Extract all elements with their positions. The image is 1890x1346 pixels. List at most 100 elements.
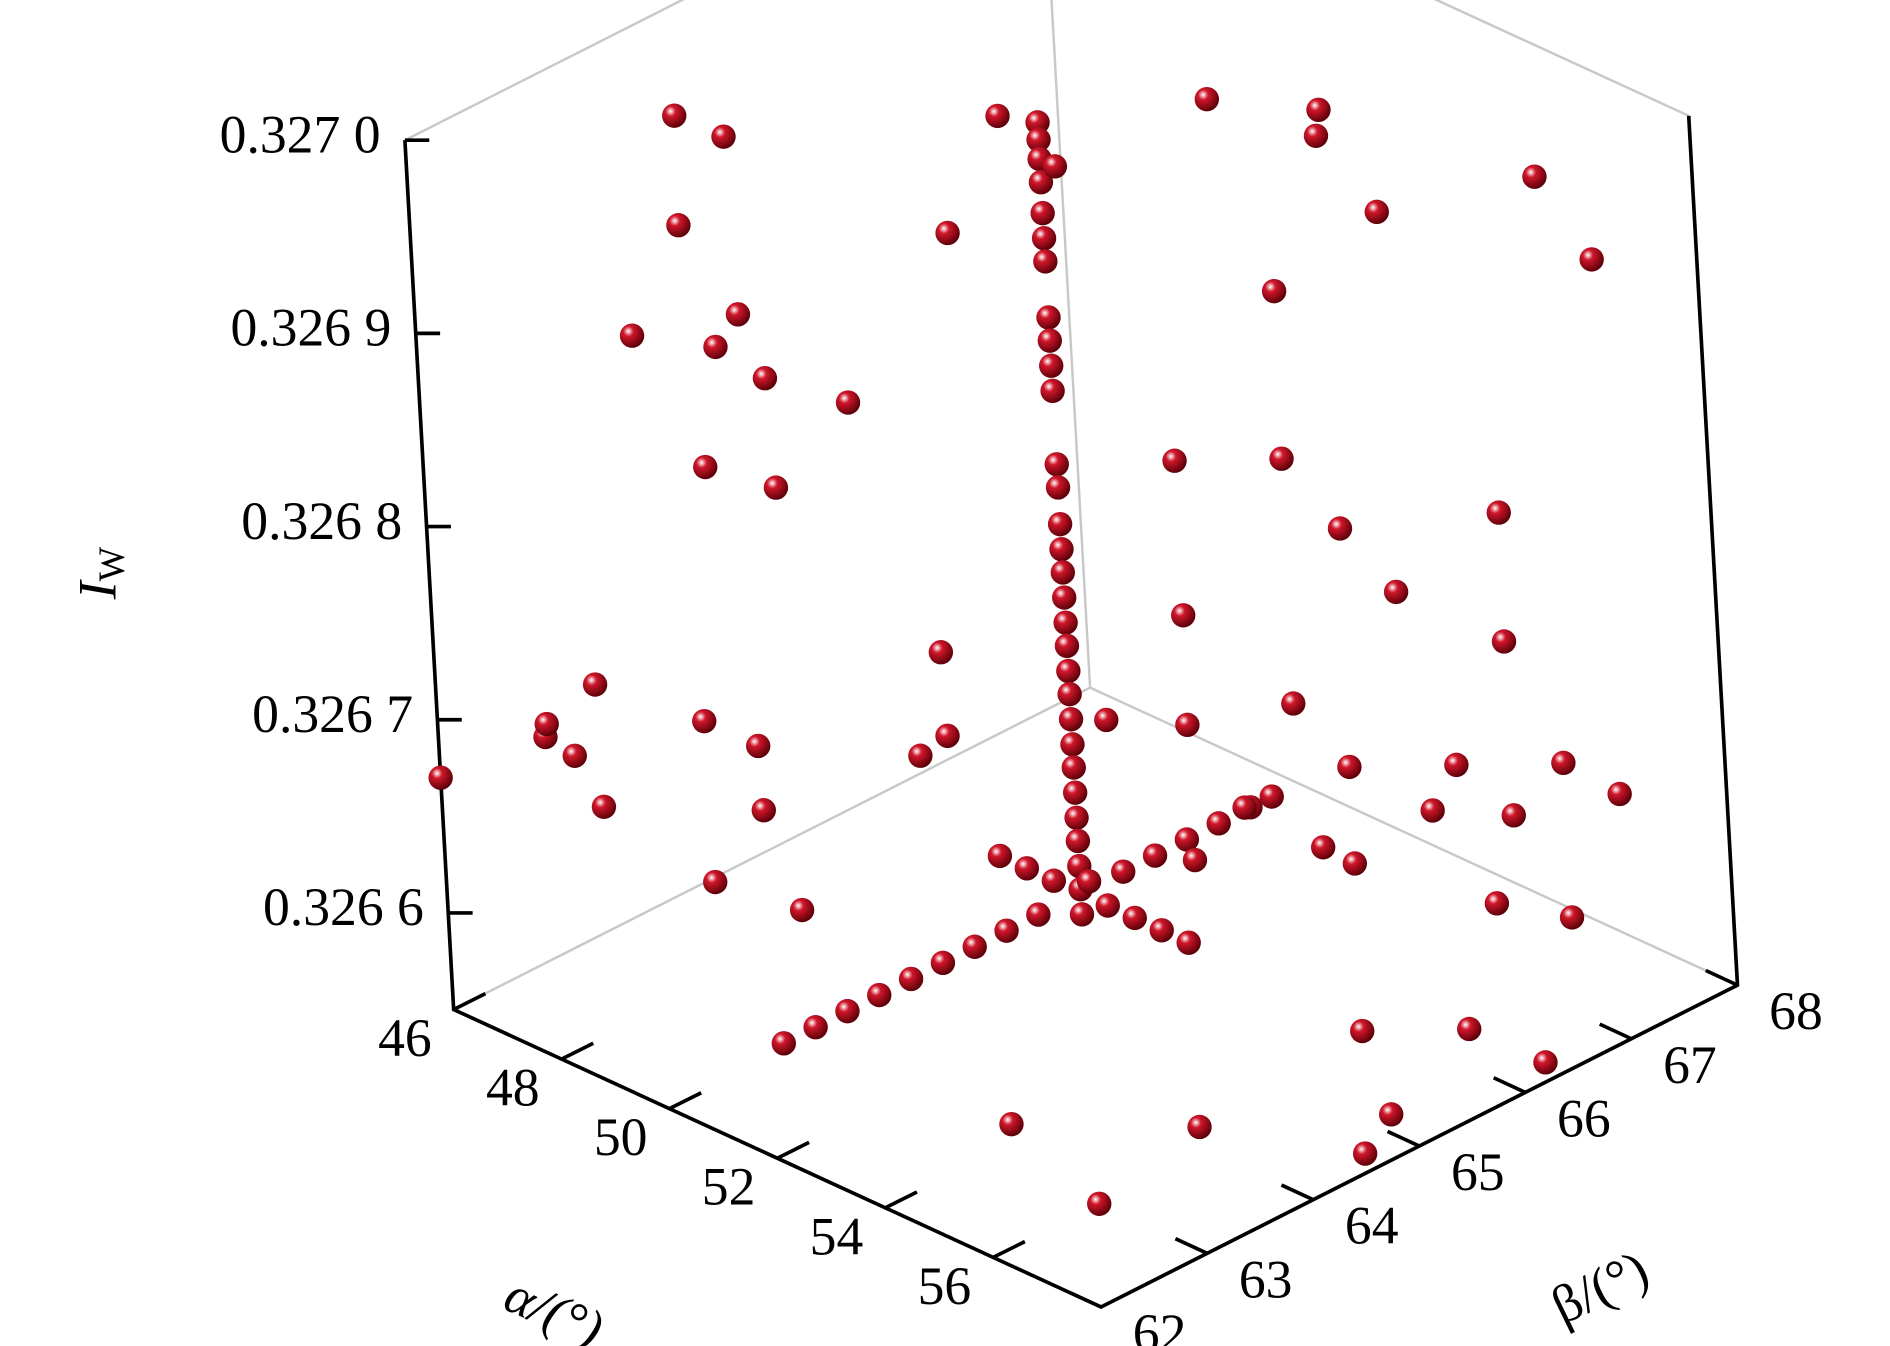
point — [1352, 1141, 1378, 1166]
y-tick — [1068, 1290, 1102, 1309]
point — [1491, 629, 1517, 654]
y-tick — [1492, 1076, 1527, 1095]
point — [1062, 780, 1088, 805]
point — [1579, 247, 1604, 272]
point — [1025, 110, 1050, 135]
x-tick — [884, 1190, 918, 1210]
point — [999, 1111, 1024, 1137]
y-tick-label: 66 — [1557, 1088, 1611, 1148]
point — [1171, 603, 1196, 628]
point — [1095, 893, 1120, 918]
point — [1087, 1191, 1112, 1216]
point — [1310, 835, 1336, 860]
point — [591, 794, 617, 819]
point — [1026, 127, 1051, 152]
point — [1069, 902, 1095, 927]
point — [1175, 712, 1200, 738]
point — [752, 366, 778, 391]
point — [835, 998, 860, 1024]
point — [1060, 732, 1085, 757]
point — [1444, 752, 1469, 778]
point — [935, 723, 960, 749]
x-tick — [668, 1091, 702, 1111]
y-tick-label: 67 — [1663, 1035, 1717, 1095]
point — [1194, 86, 1220, 112]
x-tick-label: 56 — [918, 1256, 972, 1316]
point — [1047, 511, 1073, 537]
point — [534, 711, 559, 737]
point — [930, 950, 956, 976]
z-axis-label: IW — [68, 546, 132, 600]
point — [745, 733, 771, 759]
point — [1039, 353, 1064, 378]
x-tick — [992, 1239, 1026, 1260]
x-axis-label: α/(°) — [496, 1264, 612, 1346]
point — [1174, 827, 1200, 852]
point — [1058, 707, 1084, 732]
y-tick-label: 64 — [1345, 1196, 1399, 1256]
point — [1033, 249, 1058, 274]
z-tick-label: 0.326 7 — [252, 684, 413, 744]
point — [789, 897, 815, 923]
point — [1162, 448, 1187, 473]
point — [582, 672, 608, 697]
point — [662, 103, 687, 128]
y-tick — [1705, 968, 1739, 987]
y-tick — [1174, 1237, 1208, 1256]
point — [1057, 681, 1082, 707]
point — [725, 302, 751, 327]
point — [703, 334, 728, 360]
point — [928, 640, 954, 665]
point — [1094, 707, 1119, 733]
point — [1457, 1016, 1482, 1042]
x-tick-label: 48 — [486, 1058, 540, 1118]
point — [693, 454, 718, 480]
y-tick — [1280, 1183, 1314, 1202]
point — [1182, 847, 1208, 873]
point — [763, 475, 789, 500]
y-tick-label: 63 — [1239, 1249, 1293, 1309]
z-tick-label: 0.326 8 — [241, 491, 402, 551]
point — [867, 982, 892, 1008]
point — [1149, 918, 1174, 943]
point — [1379, 1102, 1404, 1127]
x-tick-label: 50 — [594, 1107, 648, 1167]
point — [1484, 891, 1510, 916]
point — [1383, 579, 1409, 605]
point — [1342, 851, 1368, 876]
point — [1030, 200, 1055, 226]
z-tick-label: 0.327 0 — [220, 105, 381, 165]
point — [1551, 750, 1576, 776]
point — [1061, 755, 1086, 780]
y-tick-label: 62 — [1133, 1303, 1187, 1346]
point — [1122, 905, 1147, 931]
point — [619, 323, 645, 348]
point — [1052, 585, 1077, 610]
point — [1281, 691, 1306, 716]
y-tick-label: 68 — [1769, 981, 1823, 1041]
point — [703, 869, 728, 895]
point — [1037, 328, 1062, 353]
point — [935, 220, 960, 246]
point — [1232, 795, 1257, 820]
point — [1350, 1018, 1375, 1044]
x-tick — [452, 992, 487, 1012]
x-tick — [776, 1140, 810, 1160]
point — [898, 966, 924, 992]
point — [751, 798, 776, 823]
point — [1050, 560, 1076, 585]
point — [1306, 97, 1331, 123]
box-edge — [453, 686, 1738, 1011]
point — [1364, 199, 1389, 225]
z-tick-label: 0.326 6 — [263, 877, 424, 937]
point — [1559, 905, 1585, 930]
point — [1420, 798, 1445, 823]
point — [1501, 803, 1526, 828]
point — [1065, 828, 1091, 854]
point — [1041, 868, 1067, 893]
point — [985, 103, 1010, 129]
point — [835, 390, 861, 415]
x-tick — [560, 1041, 595, 1061]
